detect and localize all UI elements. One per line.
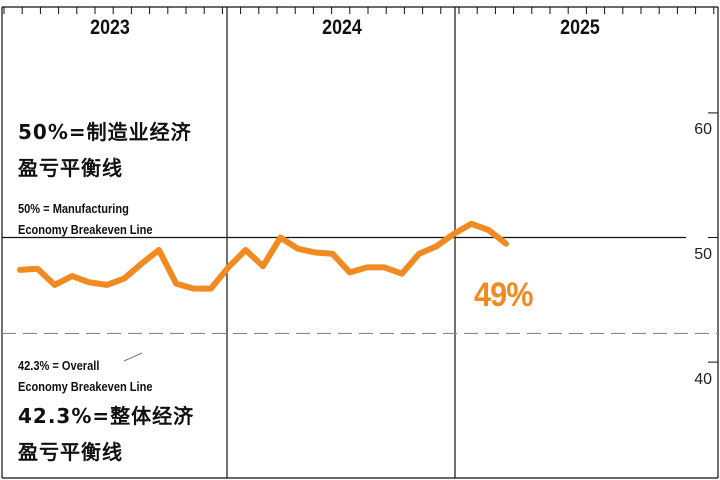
- overall-label-pointer: [123, 352, 143, 362]
- y-tick-label: 60: [694, 121, 712, 138]
- x-tick-label: 2025: [560, 16, 600, 39]
- series-layer: [17, 220, 509, 292]
- manufacturing-breakeven-label-cn: 50%=制造业经济 盈亏平衡线: [18, 120, 192, 180]
- overall-breakeven-label-en: 42.3% = Overall Economy Breakeven Line: [18, 358, 153, 394]
- reference-lines: [2, 236, 718, 362]
- chart-grid: [1, 6, 719, 479]
- overall-breakeven-label-cn: 42.3%=整体经济 盈亏平衡线: [18, 404, 195, 464]
- manufacturing-breakeven-label-en: 50% = Manufacturing Economy Breakeven Li…: [18, 201, 153, 237]
- x-tick-label: 2024: [322, 16, 362, 39]
- x-tick-label: 2023: [90, 16, 130, 39]
- y-tick-label: 40: [694, 371, 712, 388]
- y-tick-label: 50: [694, 246, 712, 263]
- latest-value-callout: 49%: [474, 276, 533, 314]
